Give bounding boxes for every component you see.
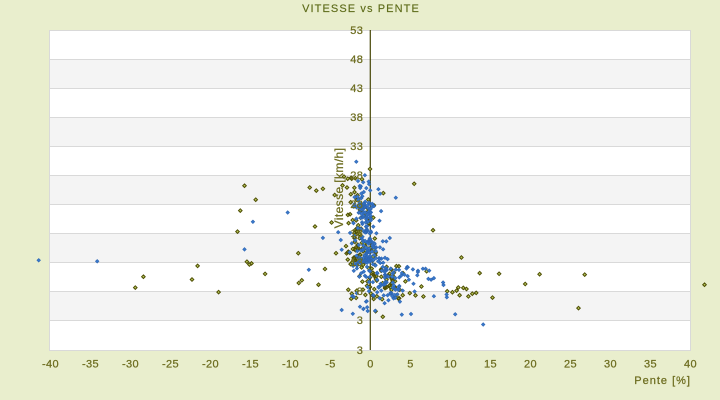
svg-text:Pente [%]: Pente [%] [634,375,691,387]
svg-text:33: 33 [350,141,363,153]
svg-text:28: 28 [350,170,363,182]
svg-text:48: 48 [350,54,363,66]
svg-text:-15: -15 [242,358,259,370]
svg-text:20: 20 [524,358,537,370]
svg-text:3: 3 [357,345,364,357]
svg-text:-10: -10 [282,358,299,370]
svg-text:8: 8 [357,286,364,298]
svg-text:Vitesse [km/h]: Vitesse [km/h] [332,148,346,229]
svg-text:18: 18 [350,228,363,240]
svg-text:-20: -20 [202,358,219,370]
svg-text:15: 15 [484,358,497,370]
svg-text:53: 53 [350,25,363,37]
svg-text:23: 23 [350,199,363,211]
svg-text:40: 40 [684,358,697,370]
svg-text:25: 25 [564,358,577,370]
svg-text:38: 38 [350,112,363,124]
svg-text:13: 13 [350,257,363,269]
svg-text:-30: -30 [122,358,139,370]
svg-text:3: 3 [357,315,364,327]
svg-text:30: 30 [604,358,617,370]
svg-text:10: 10 [444,358,457,370]
svg-text:-40: -40 [42,358,59,370]
svg-text:5: 5 [407,358,414,370]
svg-text:43: 43 [350,83,363,95]
svg-text:0: 0 [367,358,374,370]
svg-text:-5: -5 [325,358,336,370]
svg-text:-35: -35 [82,358,99,370]
svg-text:35: 35 [644,358,657,370]
svg-text:-25: -25 [162,358,179,370]
